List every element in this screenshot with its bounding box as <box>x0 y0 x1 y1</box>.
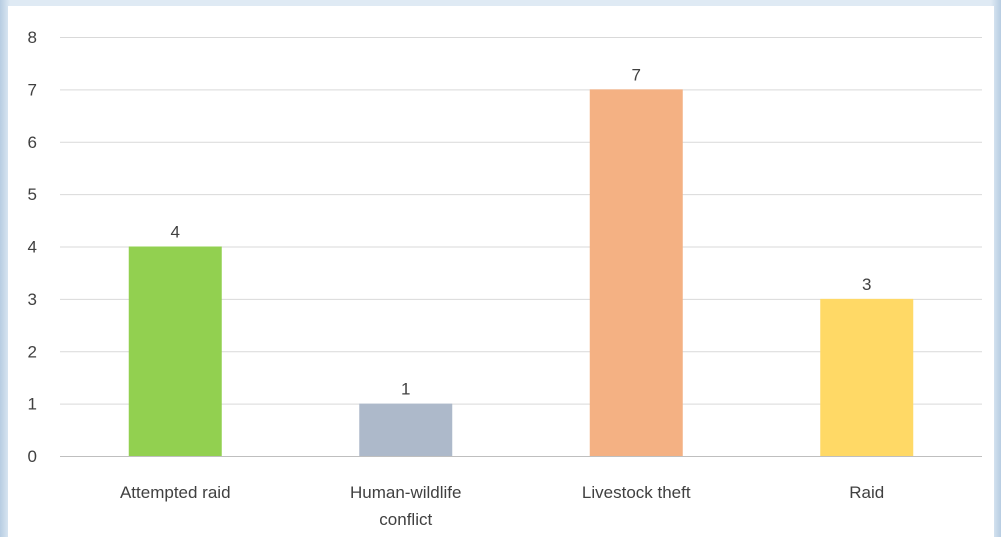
bars <box>128 89 914 456</box>
y-tick-label-6: 6 <box>28 133 37 152</box>
bar-1 <box>359 403 453 456</box>
x-category-label-2: Livestock theft <box>582 483 691 502</box>
x-category-label-0: Attempted raid <box>120 483 231 502</box>
y-tick-label-5: 5 <box>28 185 37 204</box>
x-category-label-3: Raid <box>849 483 884 502</box>
y-tick-label-8: 8 <box>28 28 37 47</box>
bar-2 <box>589 89 683 456</box>
y-tick-label-3: 3 <box>28 290 37 309</box>
y-tick-label-4: 4 <box>28 238 37 257</box>
data-label-0: 4 <box>171 223 180 242</box>
y-tick-label-2: 2 <box>28 342 37 361</box>
data-label-3: 3 <box>862 275 871 294</box>
x-category-label-1: Human-wildlife conflict <box>350 483 461 529</box>
bar-3 <box>820 298 914 456</box>
bar-0 <box>128 246 222 456</box>
data-label-1: 1 <box>401 380 410 399</box>
y-tick-label-1: 1 <box>28 395 37 414</box>
data-label-2: 7 <box>632 65 641 84</box>
y-tick-label-0: 0 <box>28 447 37 466</box>
labels: 0 1 2 3 4 5 6 7 8 4 Attempted raid 1 Human-wildlife c… <box>28 28 885 529</box>
y-tick-label-7: 7 <box>28 80 37 99</box>
